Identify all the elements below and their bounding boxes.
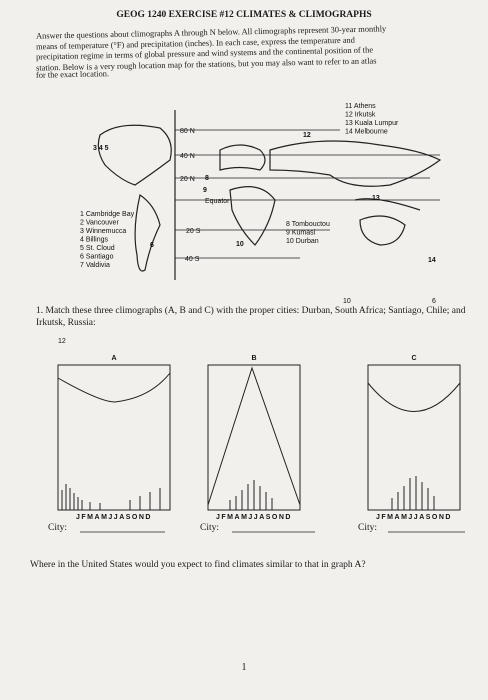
map (97, 110, 442, 280)
graph-label: A (111, 355, 116, 362)
station-name: 3 Winnemucca (80, 228, 126, 235)
station-name: 1 Cambridge Bay (80, 211, 135, 218)
graph-label: C (411, 355, 416, 362)
city-label: City: (200, 523, 220, 533)
handwritten-note: 12 (58, 338, 66, 345)
latitude-label: 80 N (180, 128, 195, 135)
handwritten-note: 10 (343, 298, 351, 305)
climographs (57, 364, 461, 511)
station-name: 14 Melbourne (345, 129, 388, 136)
latitude-label: Equator (205, 198, 230, 205)
title: GEOG 1240 EXERCISE #12 CLIMATES & CLIMOG… (116, 10, 372, 20)
station-number: 14 (428, 257, 436, 264)
month-axis: JFMAMJJASOND (376, 514, 452, 521)
station-name: 8 Tombouctou (286, 221, 330, 228)
station-name: 10 Durban (286, 238, 319, 245)
question-1: 1. Match these three climographs (A, B a… (36, 306, 466, 328)
month-axis: JFMAMJJASOND (76, 514, 152, 521)
latitude-label: 20 S (186, 228, 201, 235)
station-name: 11 Athens (345, 103, 376, 110)
station-number: 13 (372, 195, 380, 202)
station-number: 6 (150, 242, 154, 249)
latitude-label: 40 S (185, 256, 200, 263)
handwritten-note: 6 (432, 298, 436, 305)
station-number: 3 4 5 (93, 145, 109, 152)
station-name: 2 Vancouver (80, 220, 119, 227)
question-2: Where in the United States would you exp… (30, 560, 366, 570)
station-number: 9 (203, 187, 207, 194)
station-number: 12 (303, 132, 311, 139)
intro-line: for the exact location. (35, 69, 110, 80)
month-axis: JFMAMJJASOND (216, 514, 292, 521)
page-number: 1 (241, 662, 247, 673)
city-label: City: (48, 523, 68, 533)
station-name: 4 Billings (80, 237, 109, 244)
station-name: 13 Kuala Lumpur (345, 120, 399, 127)
station-name: 7 Valdivia (80, 262, 110, 269)
station-name: 9 Kumasi (286, 230, 316, 237)
station-number: 10 (236, 241, 244, 248)
station-name: 5 St. Cloud (80, 245, 115, 252)
station-name: 6 Santiago (80, 254, 114, 261)
graph-label: B (251, 355, 256, 362)
latitude-label: 40 N (180, 153, 195, 160)
city-label: City: (358, 523, 378, 533)
station-name: 12 Irkutsk (345, 112, 376, 119)
station-number: 8 (205, 175, 209, 182)
latitude-label: 20 N (180, 176, 195, 183)
